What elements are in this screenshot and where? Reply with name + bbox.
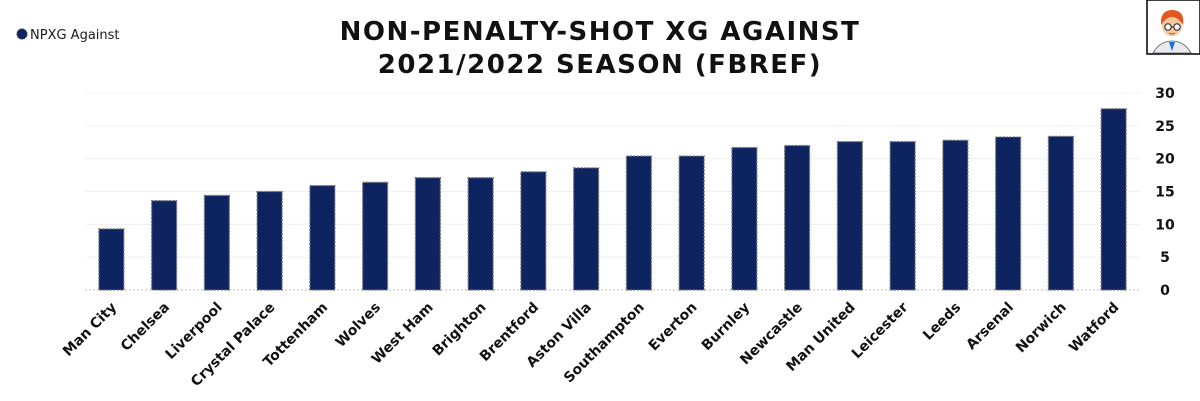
bar-tottenham bbox=[309, 184, 336, 291]
y-axis-ticks: 0 5 10 15 20 25 30 bbox=[1155, 86, 1175, 299]
bars bbox=[98, 108, 1127, 291]
bar-burnley bbox=[731, 146, 758, 291]
bar-newcastle bbox=[783, 144, 811, 291]
bar-chelsea bbox=[150, 200, 178, 291]
x-tick-label: Burnley bbox=[699, 300, 753, 354]
legend: NPXG Against bbox=[16, 28, 120, 43]
y-tick-label: 25 bbox=[1155, 119, 1174, 135]
chart-title-line-2: 2021/2022 SEASON (FBREF) bbox=[378, 50, 822, 80]
bar-brentford bbox=[520, 171, 547, 291]
bar-man-united bbox=[836, 140, 864, 291]
bar-norwich bbox=[1047, 135, 1075, 291]
x-tick-label: Leicester bbox=[849, 299, 912, 362]
y-tick-label: 15 bbox=[1155, 185, 1174, 201]
bar-aston-villa bbox=[572, 167, 600, 291]
x-tick-label: Chelsea bbox=[118, 300, 173, 355]
x-tick-label: Wolves bbox=[333, 300, 384, 351]
y-tick-label: 30 bbox=[1155, 86, 1175, 102]
y-tick-label: 5 bbox=[1160, 250, 1170, 266]
x-tick-label: Leeds bbox=[920, 300, 964, 344]
legend-marker-icon bbox=[16, 28, 28, 40]
bar-arsenal bbox=[994, 136, 1022, 291]
bar-watford bbox=[1100, 108, 1127, 291]
gridlines bbox=[85, 92, 1140, 291]
bar-west-ham bbox=[414, 177, 442, 291]
bar-everton bbox=[678, 155, 705, 291]
bar-crystal-palace bbox=[256, 190, 283, 291]
bar-man-city bbox=[98, 228, 125, 291]
x-tick-label: Man City bbox=[60, 300, 120, 360]
bar-liverpool bbox=[203, 194, 231, 291]
x-tick-label: Norwich bbox=[1013, 300, 1070, 357]
y-tick-label: 20 bbox=[1155, 152, 1175, 168]
bar-southampton bbox=[625, 155, 653, 291]
x-tick-label: Everton bbox=[646, 300, 701, 355]
y-tick-label: 10 bbox=[1155, 217, 1175, 233]
y-tick-label: 0 bbox=[1160, 283, 1170, 299]
bar-brighton bbox=[467, 177, 494, 291]
chart-title-line-1: NON-PENALTY-SHOT XG AGAINST bbox=[340, 17, 861, 47]
x-tick-label: Arsenal bbox=[963, 300, 1017, 354]
cartoon-avatar-icon bbox=[1146, 0, 1200, 55]
bar-leeds bbox=[942, 139, 969, 291]
bar-wolves bbox=[361, 181, 389, 291]
x-tick-label: Watford bbox=[1066, 300, 1122, 356]
legend-label: NPXG Against bbox=[30, 28, 120, 43]
bar-leicester bbox=[889, 140, 916, 291]
